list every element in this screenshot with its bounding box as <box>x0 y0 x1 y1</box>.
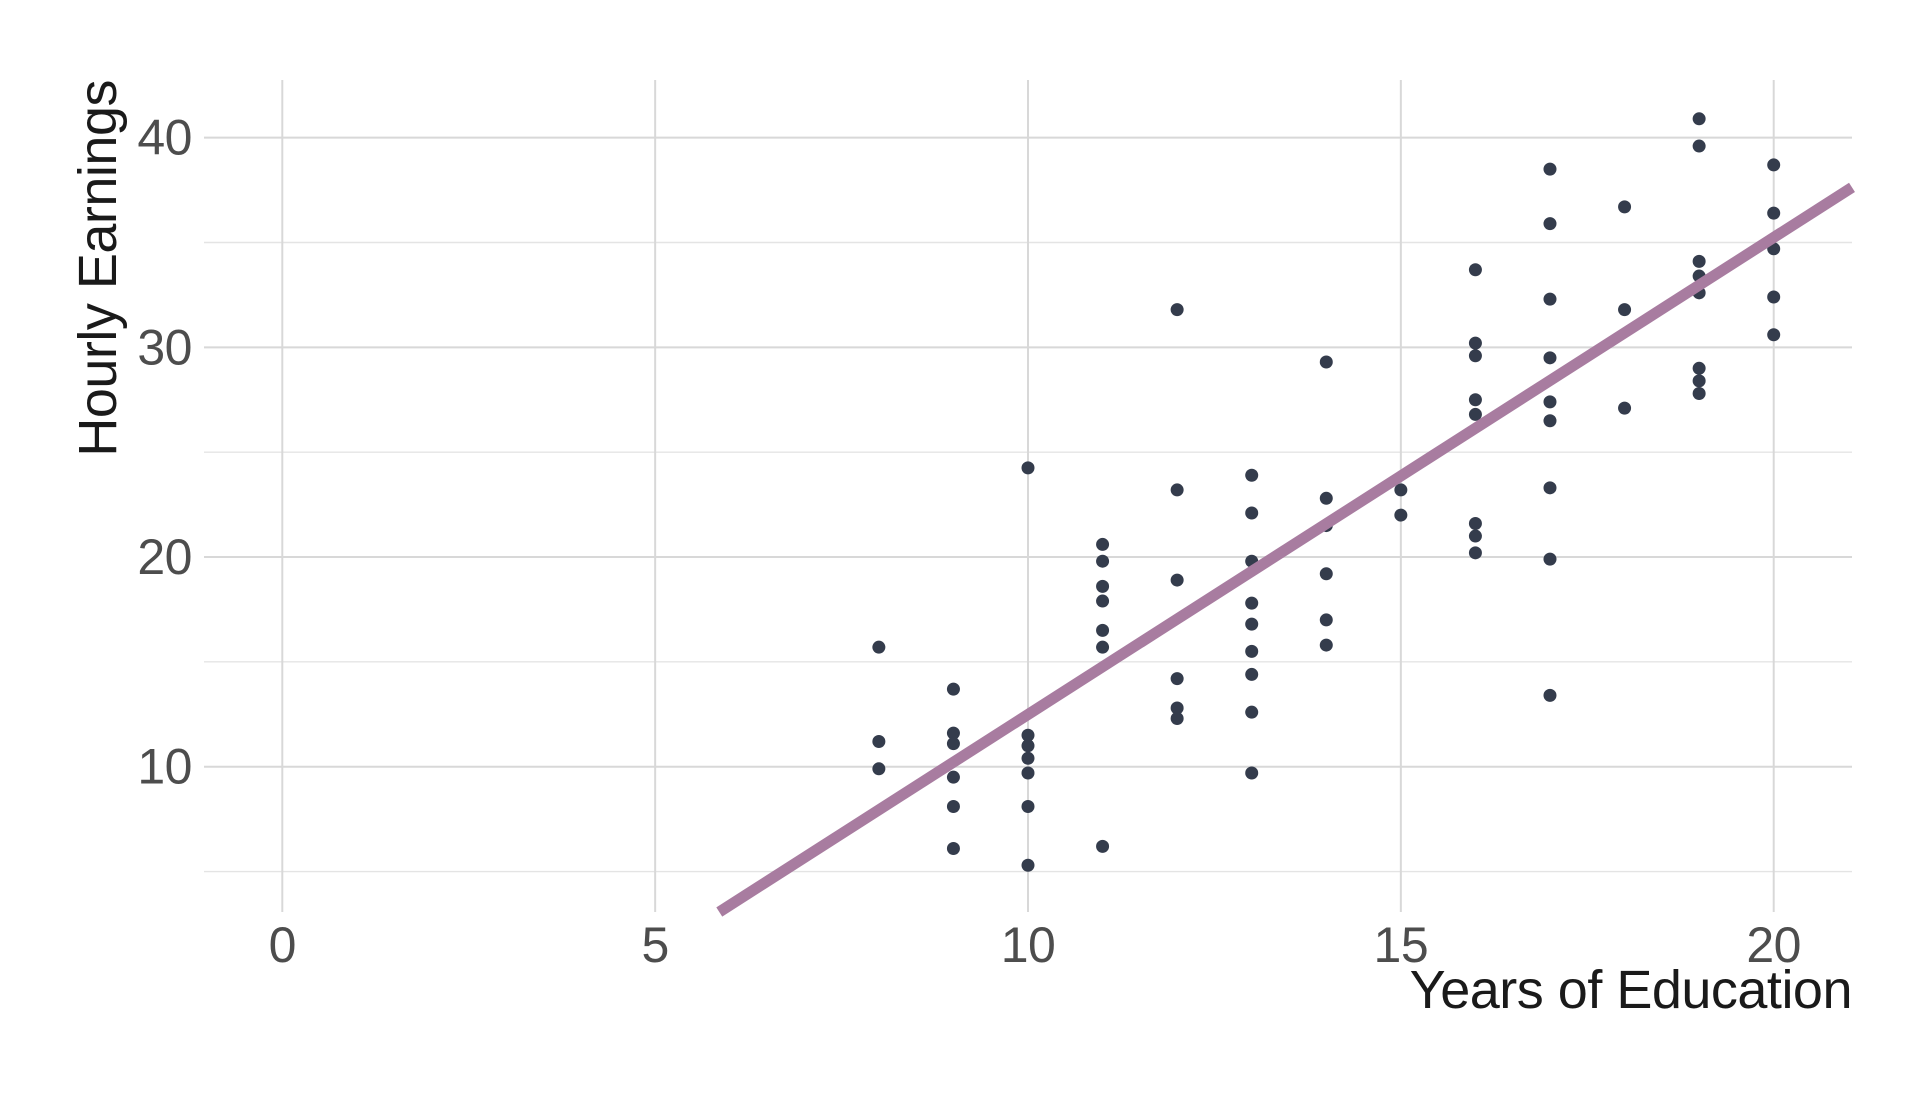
data-point <box>946 737 960 751</box>
data-point <box>1245 644 1259 658</box>
data-point <box>1543 395 1557 409</box>
data-point <box>1021 728 1035 742</box>
x-tick-label: 20 <box>1746 917 1801 973</box>
data-point <box>1767 290 1781 304</box>
data-point <box>1021 739 1035 753</box>
y-tick-label: 40 <box>137 110 192 166</box>
data-point <box>1543 217 1557 231</box>
data-point <box>1021 461 1035 475</box>
data-point <box>1543 414 1557 428</box>
data-point <box>1170 701 1184 715</box>
data-point <box>1543 481 1557 495</box>
data-point <box>1543 292 1557 306</box>
data-point <box>1543 688 1557 702</box>
data-point <box>1170 303 1184 317</box>
data-point <box>1170 672 1184 686</box>
data-point <box>1394 483 1408 497</box>
data-point <box>872 735 886 749</box>
data-point <box>1692 112 1706 126</box>
data-point <box>1468 336 1482 350</box>
data-point <box>1618 303 1632 317</box>
data-point <box>1096 537 1110 551</box>
data-point <box>1692 254 1706 268</box>
data-point <box>1096 623 1110 637</box>
data-point <box>1468 407 1482 421</box>
x-tick-label: 0 <box>269 917 296 973</box>
data-point <box>1767 158 1781 172</box>
data-point <box>1767 328 1781 342</box>
data-points <box>872 112 1781 872</box>
regression-line-layer <box>716 182 1855 917</box>
data-point <box>946 800 960 814</box>
data-point <box>1319 567 1333 581</box>
data-point <box>946 770 960 784</box>
data-point <box>1245 468 1259 482</box>
x-axis-tick-labels: 0 5 10 15 20 <box>269 917 1802 973</box>
data-point <box>1245 617 1259 631</box>
data-point <box>946 726 960 740</box>
x-axis-title: Years of Education <box>1410 960 1852 1020</box>
data-point <box>1468 546 1482 560</box>
data-point <box>1021 800 1035 814</box>
gridlines-major <box>204 80 1852 912</box>
y-axis-tick-labels: 10 20 30 40 <box>137 110 192 795</box>
x-tick-label: 5 <box>641 917 668 973</box>
data-point <box>1021 858 1035 872</box>
data-point <box>1245 766 1259 780</box>
regression-line <box>716 182 1855 917</box>
data-point <box>1692 374 1706 388</box>
data-point <box>1767 206 1781 220</box>
data-point <box>1170 483 1184 497</box>
data-point <box>1692 139 1706 153</box>
data-point <box>946 682 960 696</box>
data-point <box>872 762 886 776</box>
data-point <box>1468 529 1482 543</box>
data-point <box>1096 579 1110 593</box>
data-point <box>1692 386 1706 400</box>
data-point <box>1468 349 1482 363</box>
data-point <box>1021 751 1035 765</box>
data-point <box>1319 638 1333 652</box>
data-point <box>1096 839 1110 853</box>
data-point <box>1170 573 1184 587</box>
y-axis-title: Hourly Earnings <box>68 80 128 457</box>
data-point <box>1245 506 1259 520</box>
data-point <box>1319 613 1333 627</box>
data-point <box>1319 491 1333 505</box>
data-point <box>1245 596 1259 610</box>
data-point <box>1543 552 1557 566</box>
data-point <box>946 841 960 855</box>
data-point <box>1170 711 1184 725</box>
data-point <box>1245 667 1259 681</box>
data-point <box>1096 640 1110 654</box>
data-point <box>1468 516 1482 530</box>
data-point <box>1692 361 1706 375</box>
y-tick-label: 20 <box>137 529 192 585</box>
data-point <box>1468 263 1482 277</box>
y-tick-label: 10 <box>137 739 192 795</box>
data-point <box>1394 508 1408 522</box>
data-point <box>1543 162 1557 176</box>
y-tick-label: 30 <box>137 319 192 375</box>
data-point <box>1096 594 1110 608</box>
x-tick-label: 10 <box>1001 917 1056 973</box>
data-point <box>1319 355 1333 369</box>
data-point <box>1021 766 1035 780</box>
data-point <box>1618 401 1632 415</box>
data-point <box>872 640 886 654</box>
x-tick-label: 15 <box>1374 917 1429 973</box>
data-point <box>1245 705 1259 719</box>
data-point <box>1543 351 1557 365</box>
data-point <box>1468 393 1482 407</box>
data-point <box>1618 200 1632 214</box>
data-point <box>1096 554 1110 568</box>
